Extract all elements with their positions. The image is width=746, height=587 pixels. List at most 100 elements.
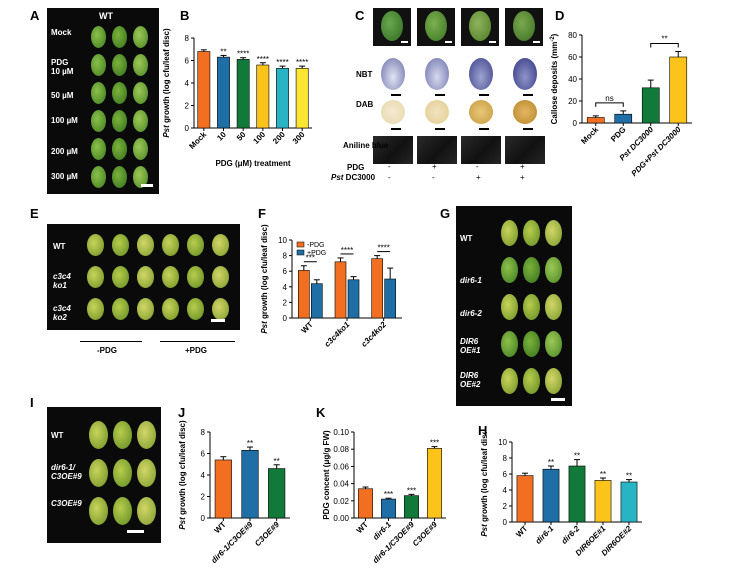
bar [268,468,286,519]
x-tick-label: dir6-1/C3OE#9 [371,520,416,565]
x-tick-label: C3OE#9 [411,520,439,548]
leaf-image [112,110,127,132]
sig-label: ns [605,94,613,103]
nbt-stained-leaf [425,58,449,90]
leaf-image [162,266,179,288]
y-tick-label: 6 [503,470,508,479]
bar [384,278,396,319]
y-tick-label: 4 [185,79,190,88]
scale-bar [211,319,225,322]
legend-swatch [296,241,305,248]
panel-label-f: F [258,206,266,221]
leaf-image [523,294,540,320]
leaf-image [112,138,127,160]
y-tick-label: 10 [498,438,507,447]
leaf-image [523,257,540,283]
scale-bar [551,398,565,401]
bar [298,270,310,319]
x-tick-label: dir6-2 [560,524,582,546]
leaf-image [112,82,127,104]
aniline-blue-image [461,136,501,164]
panel-g-row-wt: WT [460,234,473,243]
bar [347,279,360,319]
scale-bar [523,128,533,130]
panel-e-row-wt: WT [53,242,66,251]
y-tick-label: 6 [185,57,190,66]
sig-label: **** [276,58,288,67]
leaf-image [87,266,104,288]
sig-label: ** [574,452,580,461]
panel-c-row-dab: DAB [356,100,374,109]
leaf-image [381,11,403,41]
leaf-image [505,8,543,46]
x-tick-label: C3OE#9 [253,520,281,548]
leaf-image [112,234,129,256]
y-tick-label: 20 [568,97,577,106]
sig-label: *** [384,490,393,499]
aniline-blue-image [373,136,413,164]
bar [669,56,688,124]
sig-label: ** [548,458,554,467]
sig-label: *** [407,486,416,495]
leaf-image [133,138,148,160]
panel-c-pst-label: Pst DC3000 [331,173,376,182]
leaf-image [137,234,154,256]
panel-i-row-c3oe9: C3OE#9 [51,499,82,508]
x-tick-label: PDG [609,125,628,144]
panel-c-row-aniline: Aniline blue [343,141,389,150]
sig-label: ** [274,457,280,466]
y-tick-label: 10 [278,236,287,245]
nbt-stained-leaf [469,58,493,90]
panel-a-leaf-photo: WT Mock PDG 10 µM 50 µM 100 µM 200 µM 30… [47,8,159,194]
leaf-image [545,331,562,357]
x-tick-label: WT [514,524,529,539]
panel-i-row-wt: WT [51,431,64,440]
y-tick-label: 8 [185,34,190,43]
panel-a-row-mock: Mock [51,28,72,37]
sig-label: ** [220,47,226,56]
pst-sign: - [388,173,391,182]
x-tick-label: WT [213,520,228,535]
panel-label-b: B [180,8,190,23]
leaf-image [501,294,518,320]
panel-g-row-dir61: dir6-1 [460,276,482,285]
panel-a-row-200: 200 µM [51,147,78,156]
panel-e-row-ko1: c3c4 ko1 [53,272,71,290]
bar [311,283,323,319]
bar [404,495,419,519]
bar [586,117,605,124]
scale-bar [401,41,408,43]
bar [594,480,612,523]
y-axis-label: Pst growth (log cfu/leaf disc) [178,420,187,530]
leaf-image [501,220,518,246]
y-tick-label: 0.06 [333,462,349,471]
x-axis-label: PDG (μM) treatment [215,159,290,168]
group-line [160,341,235,342]
y-axis-label: PDG concent (μg/g FW) [322,430,331,520]
leaf-image [133,110,148,132]
panel-label-h: H [478,423,488,438]
leaf-image [89,421,108,449]
leaf-image [112,298,129,320]
panel-label-k: K [316,405,326,420]
bar [334,261,347,319]
sig-label: *** [306,254,315,263]
scale-bar [489,41,496,43]
pst-sign: - [432,173,435,182]
scale-bar [435,94,445,96]
y-tick-label: 2 [185,102,190,111]
leaf-image [461,8,499,46]
group-line [80,341,142,342]
panel-g-row-dir62: dir6-2 [460,309,482,318]
leaf-image [133,166,148,188]
panel-label-a: A [30,8,40,23]
bar [358,488,373,519]
y-tick-label: 2 [283,298,288,307]
x-tick-label: 300 [291,130,307,146]
y-tick-label: 8 [503,454,508,463]
group-label-plus-pdg: +PDG [185,346,208,355]
nbt-stained-leaf [513,58,537,90]
y-tick-label: 2 [201,493,206,502]
y-tick-label: 4 [503,486,508,495]
